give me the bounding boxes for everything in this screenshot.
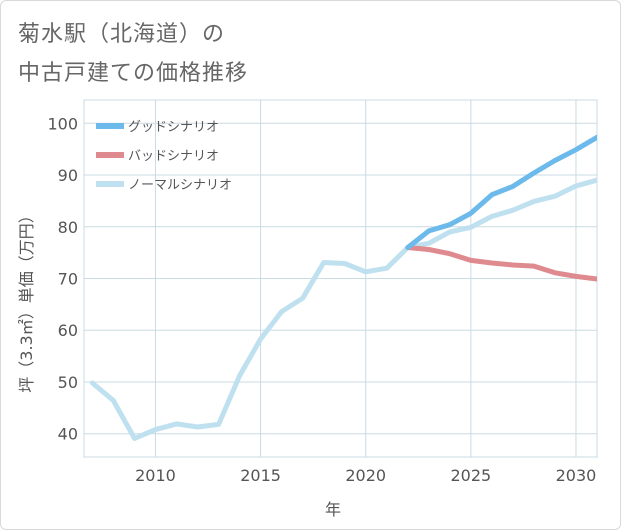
y-tick-label: 40 (58, 425, 78, 444)
x-tick-label: 2010 (135, 466, 176, 485)
series-line-1 (405, 245, 597, 282)
y-tick-label: 70 (58, 270, 78, 289)
x-tick-label: 2020 (345, 466, 386, 485)
chart-title-line-1: 菊水駅（北海道）の (18, 22, 226, 47)
x-tick-label: 2025 (450, 466, 491, 485)
series-lines (89, 134, 597, 441)
grid (83, 99, 598, 458)
y-tick-label: 90 (58, 166, 78, 185)
series-line-0 (405, 134, 597, 250)
y-tick-label: 100 (47, 114, 78, 133)
y-tick-label: 80 (58, 218, 78, 237)
tick-labels: 40 50 60 70 80 90 100 2010 2015 2020 2025 2030 (47, 114, 596, 485)
y-tick-label: 50 (58, 373, 78, 392)
x-axis-title: 年 (325, 500, 341, 519)
series-line-2 (89, 177, 597, 441)
legend-label-0: グッドシナリオ (128, 120, 219, 135)
y-axis-title: 坪（3.3㎡）単価（万円） (17, 207, 36, 392)
chart-title-line-2: 中古戸建ての価格推移 (18, 61, 249, 86)
legend-label-1: バッドシナリオ (128, 149, 219, 164)
y-tick-label: 60 (58, 321, 78, 340)
x-tick-label: 2030 (556, 466, 597, 485)
x-tick-label: 2015 (240, 466, 281, 485)
legend-label-2: ノーマルシナリオ (128, 178, 232, 193)
